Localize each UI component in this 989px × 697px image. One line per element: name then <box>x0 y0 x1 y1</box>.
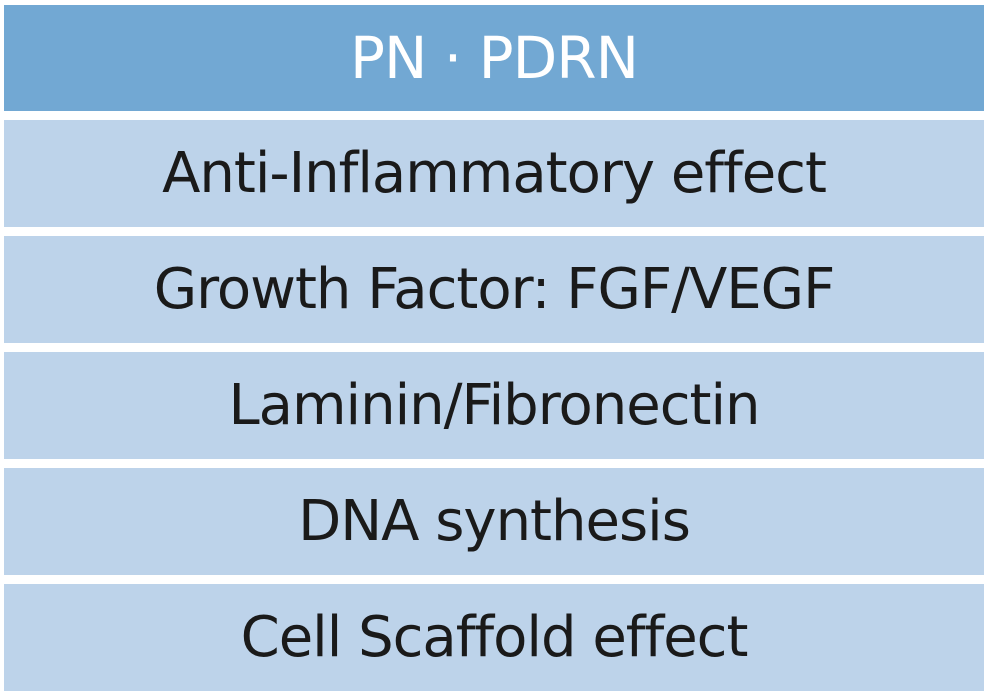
effect-row: Laminin/Fibronectin <box>4 352 984 459</box>
effect-row: Growth Factor: FGF/VEGF <box>4 236 984 343</box>
effect-row: Cell Scaffold effect <box>4 584 984 691</box>
effect-row: DNA synthesis <box>4 468 984 575</box>
effect-row: Anti-Inflammatory effect <box>4 120 984 227</box>
header-title: PN · PDRN <box>4 5 984 111</box>
